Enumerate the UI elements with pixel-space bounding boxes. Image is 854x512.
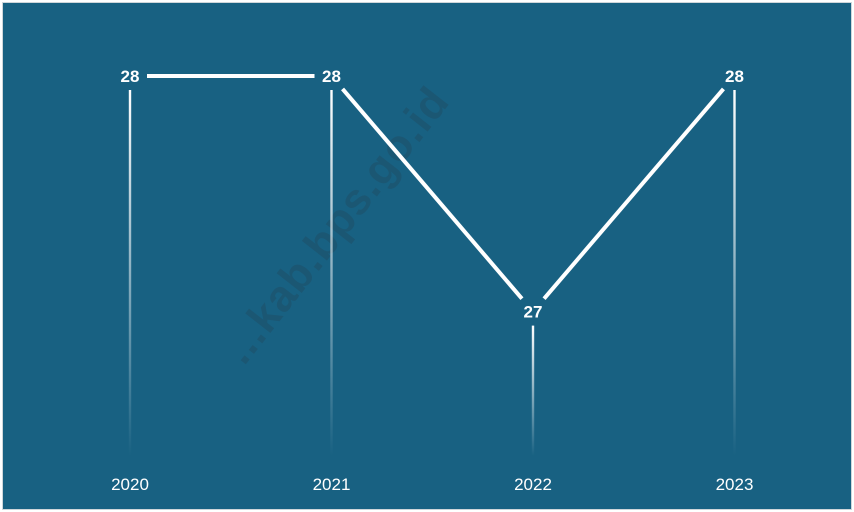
data-label-2023: 28 — [725, 67, 744, 86]
series-segment-2022-2023 — [542, 87, 725, 300]
drop-line-2021 — [330, 90, 333, 456]
x-tick-label-2022: 2022 — [514, 475, 552, 494]
data-label-2021: 28 — [322, 67, 341, 86]
x-tick-label-2020: 2020 — [111, 475, 149, 494]
data-label-2022: 27 — [524, 303, 543, 322]
data-label-2020: 28 — [121, 67, 140, 86]
drop-line-2020 — [128, 90, 132, 456]
line-chart: 28 28 27 28 2020 2021 2022 2023 — [111, 67, 754, 494]
series-segment-2021-2022 — [341, 87, 524, 300]
x-tick-label-2023: 2023 — [716, 475, 754, 494]
x-tick-label-2021: 2021 — [313, 475, 351, 494]
drop-line-2022 — [531, 325, 535, 456]
drop-line-2023 — [733, 90, 736, 456]
